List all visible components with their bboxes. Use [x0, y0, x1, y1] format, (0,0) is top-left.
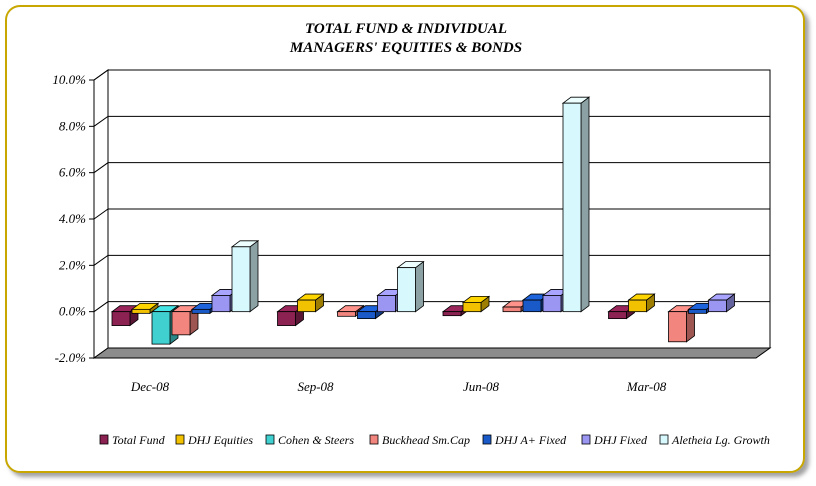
plot-floor	[92, 347, 772, 359]
bar-front	[277, 311, 296, 326]
legend-swatch	[482, 434, 492, 445]
legend-label: Buckhead Sm.Cap	[382, 433, 470, 447]
bars	[110, 96, 736, 345]
legend-item-dhj-equities: DHJ Equities	[175, 433, 253, 447]
bar-front	[542, 295, 562, 313]
bar-dhj-equities-mar-08	[627, 293, 656, 313]
legend-label: Total Fund	[112, 433, 166, 447]
gridline	[93, 254, 770, 266]
bar-dhj-a-fixed-sep-08	[356, 304, 385, 320]
bar-front	[191, 308, 211, 314]
bar-dhj-a-fixed-mar-08	[687, 302, 716, 315]
bar-total-fund-mar-08	[607, 304, 636, 320]
bar-front	[668, 311, 687, 343]
bar-dhj-equities-jun-08	[461, 295, 491, 313]
legend-item-dhj-fixed: DHJ Fixed	[581, 433, 648, 447]
gridlines	[89, 69, 770, 359]
bar-aletheia-lg-growth-dec-08	[230, 240, 260, 313]
y-tick-label: 10.0%	[52, 72, 86, 87]
bar-front	[231, 246, 251, 313]
bar-front	[708, 299, 727, 313]
bar-front	[462, 301, 482, 313]
gridline	[93, 162, 770, 174]
bar-dhj-equities-sep-08	[296, 293, 325, 313]
bar-buckhead-sm-cap-mar-08	[667, 304, 696, 343]
legend-label: Cohen & Steers	[278, 433, 354, 447]
chart-svg: TOTAL FUND & INDIVIDUAL MANAGERS' EQUITI…	[5, 5, 805, 473]
bar-front	[442, 311, 462, 317]
y-tick-label: 2.0%	[59, 257, 86, 272]
bar-front	[357, 311, 376, 320]
y-axis-ticks: 10.0% 8.0% 6.0% 4.0% 2.0% 0.0% -2.0%	[52, 72, 86, 365]
x-axis-labels: Dec-08 Sep-08 Jun-08 Mar-08	[130, 379, 667, 394]
x-category-label: Dec-08	[130, 379, 170, 394]
bar-aletheia-lg-growth-jun-08	[561, 96, 591, 313]
bar-front	[211, 295, 231, 313]
x-category-label: Sep-08	[297, 379, 334, 394]
legend-swatch	[265, 434, 275, 445]
bar-front	[397, 267, 416, 313]
legend-swatch	[175, 434, 185, 445]
chart-title-line-1: TOTAL FUND & INDIVIDUAL	[305, 21, 507, 37]
legend-label: DHJ A+ Fixed	[494, 433, 567, 447]
bar-side	[580, 96, 590, 313]
bar-front	[562, 102, 582, 313]
bar-front	[628, 299, 647, 313]
y-tick-label: -2.0%	[55, 350, 87, 365]
chart-frame: TOTAL FUND & INDIVIDUAL MANAGERS' EQUITI…	[4, 4, 805, 474]
legend-swatch	[659, 434, 669, 445]
bar-front	[131, 308, 151, 314]
legend-item-total-fund: Total Fund	[99, 433, 166, 447]
chart-title-line-2: MANAGERS' EQUITIES & BONDS	[289, 40, 522, 56]
x-category-label: Jun-08	[463, 379, 500, 394]
gridline	[93, 115, 770, 127]
gridline	[93, 208, 770, 220]
bar-front	[297, 299, 316, 313]
legend-item-buckhead-sm-cap: Buckhead Sm.Cap	[369, 433, 470, 447]
legend-swatch	[369, 434, 379, 445]
y-tick-label: 0.0%	[59, 304, 86, 319]
legend-item-aletheia-lg-growth: Aletheia Lg. Growth	[659, 433, 770, 447]
y-tick-label: 4.0%	[59, 211, 86, 226]
bar-front	[111, 311, 131, 326]
bar-dhj-equities-dec-08	[130, 302, 160, 315]
bar-front	[502, 306, 522, 313]
legend: Total Fund DHJ Equities Cohen & Steers Buck…	[99, 433, 770, 447]
legend-label: Aletheia Lg. Growth	[671, 433, 770, 447]
bar-front	[688, 308, 707, 314]
legend-swatch	[581, 434, 591, 445]
bar-aletheia-lg-growth-sep-08	[396, 260, 425, 313]
legend-label: DHJ Fixed	[593, 433, 648, 447]
legend-item-cohen-steers: Cohen & Steers	[265, 433, 354, 447]
legend-item-dhj-a-fixed: DHJ A+ Fixed	[482, 433, 567, 447]
x-category-label: Mar-08	[626, 379, 667, 394]
y-tick-label: 6.0%	[59, 165, 86, 180]
bar-front	[608, 311, 627, 320]
bar-dhj-fixed-mar-08	[707, 293, 736, 313]
y-tick-label: 8.0%	[59, 118, 86, 133]
bar-side	[249, 240, 259, 313]
bar-front	[337, 311, 356, 317]
bar-front	[377, 295, 396, 313]
bar-side	[415, 260, 424, 313]
bar-front	[171, 311, 191, 336]
bar-front	[151, 311, 171, 345]
gridline	[93, 69, 770, 81]
legend-label: DHJ Equities	[187, 433, 253, 447]
legend-swatch	[99, 434, 109, 445]
bar-front	[522, 299, 542, 313]
